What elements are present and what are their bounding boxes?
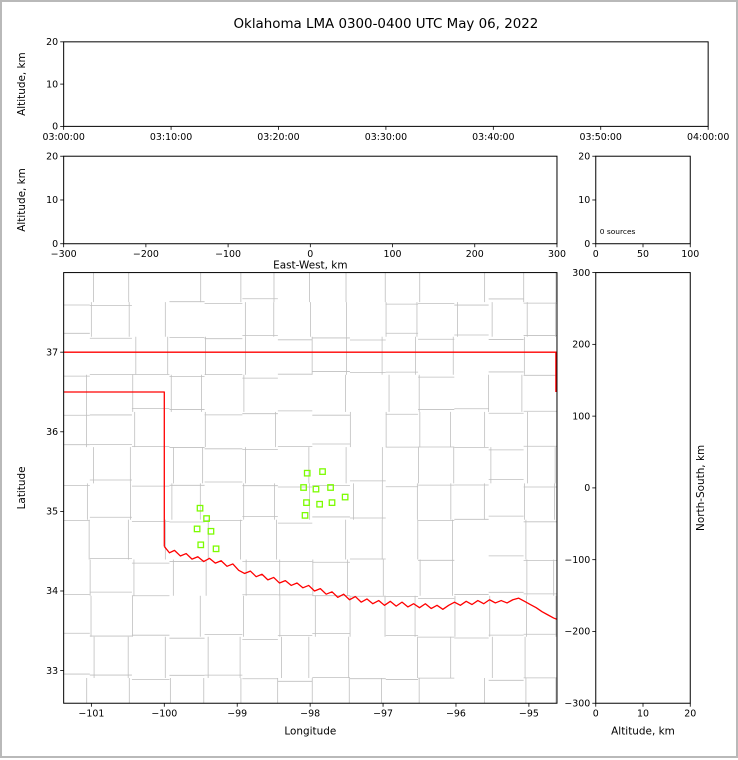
x-tick-label: 20 xyxy=(684,709,696,720)
state-border-line xyxy=(63,391,165,547)
x-tick-label: −99 xyxy=(227,709,247,720)
x-tick-label: 03:20:00 xyxy=(257,132,299,143)
lma-station-marker xyxy=(316,500,323,508)
lma-station-marker xyxy=(212,545,220,553)
x-tick-label: 0 xyxy=(593,249,599,260)
y-tick-label: 35 xyxy=(46,507,58,518)
x-tick-label: 04:00:00 xyxy=(687,132,729,143)
lma-station-marker xyxy=(196,504,204,512)
plot-frame xyxy=(63,272,558,704)
lma-station-marker xyxy=(301,511,309,519)
lma-stations xyxy=(193,468,349,553)
lma-station-marker xyxy=(207,527,215,535)
x-tick-label: 0 xyxy=(307,249,313,260)
x-tick-label: 03:10:00 xyxy=(150,132,192,143)
x-tick-label: −96 xyxy=(446,709,466,720)
plot-frame xyxy=(595,272,691,704)
lma-station-marker xyxy=(303,469,311,477)
y-axis-label: Altitude, km xyxy=(16,168,28,232)
y-tick-label: 200 xyxy=(572,340,590,351)
y-tick-label: 100 xyxy=(572,411,590,422)
lma-station-marker xyxy=(193,525,201,533)
panel-ew_height: −300 −200 −100 0 100 200 300 0 10 20 East-West, km… xyxy=(16,151,566,271)
x-tick-label: −101 xyxy=(78,709,104,720)
lma-station-marker xyxy=(300,484,307,491)
red-river-border xyxy=(163,546,557,620)
y-tick-label: 0 xyxy=(584,483,590,494)
x-tick-label: 03:50:00 xyxy=(580,132,622,143)
y-tick-label: 0 xyxy=(52,122,58,133)
lma-station-marker xyxy=(327,484,334,491)
y-tick-label: 300 xyxy=(572,268,590,279)
x-tick-label: 03:00:00 xyxy=(42,132,84,143)
x-tick-label: 03:30:00 xyxy=(365,132,407,143)
y-axis-label: North-South, km xyxy=(695,445,707,531)
x-tick-label: 10 xyxy=(637,709,649,720)
y-tick-label: 10 xyxy=(46,195,58,206)
panels: 03:00:00 03:10:00 03:20:00 03:30:00 03:40:00… xyxy=(16,37,729,738)
y-tick-label: 20 xyxy=(578,151,590,162)
panel-time_height: 03:00:00 03:10:00 03:20:00 03:30:00 03:40:00… xyxy=(16,37,729,143)
plot-frame xyxy=(63,41,709,127)
source-count-label: 0 sources xyxy=(600,227,636,236)
x-axis-label: Altitude, km xyxy=(611,726,675,738)
lma-station-marker xyxy=(341,493,349,501)
y-tick-label: −200 xyxy=(564,627,590,638)
y-tick-label: 0 xyxy=(52,239,58,250)
x-tick-label: −98 xyxy=(300,709,320,720)
y-tick-label: −300 xyxy=(564,698,590,709)
panel-alt_histogram: 0 50 100 0 10 20 0 sources xyxy=(578,151,699,260)
x-tick-label: −100 xyxy=(151,709,177,720)
x-tick-label: 300 xyxy=(548,249,566,260)
x-tick-label: 50 xyxy=(637,249,649,260)
y-tick-label: 0 xyxy=(584,239,590,250)
x-tick-label: −200 xyxy=(133,249,159,260)
lma-station-marker xyxy=(303,499,310,507)
lma-station-marker xyxy=(203,515,210,522)
map-content xyxy=(63,272,557,704)
chart-title: Oklahoma LMA 0300-0400 UTC May 06, 2022 xyxy=(234,17,539,32)
y-tick-label: 33 xyxy=(46,666,58,677)
y-axis-label: Altitude, km xyxy=(16,52,28,116)
x-tick-label: 100 xyxy=(681,249,699,260)
x-axis-label: East-West, km xyxy=(273,260,347,272)
lma-station-marker xyxy=(319,468,326,475)
lma-station-marker xyxy=(197,541,205,549)
y-tick-label: 37 xyxy=(46,347,58,358)
y-axis-label: Latitude xyxy=(16,466,28,509)
x-tick-label: 200 xyxy=(466,249,484,260)
y-tick-label: 10 xyxy=(46,79,58,90)
x-tick-label: −95 xyxy=(519,709,539,720)
y-tick-label: 10 xyxy=(578,195,590,206)
x-tick-label: 03:40:00 xyxy=(472,132,514,143)
county-boundaries xyxy=(63,272,557,704)
panel-height_ns: 0 10 20 −300 −200 −100 0 100 200 300 Altitude, km N… xyxy=(564,268,707,738)
lma-station-marker xyxy=(312,485,320,493)
x-tick-label: −97 xyxy=(373,709,393,720)
y-tick-label: 20 xyxy=(46,37,58,48)
y-tick-label: −100 xyxy=(564,555,590,566)
y-tick-label: 36 xyxy=(46,427,58,438)
state-border xyxy=(63,351,557,620)
x-tick-label: 0 xyxy=(593,709,599,720)
x-tick-label: −300 xyxy=(51,249,77,260)
x-tick-label: 100 xyxy=(384,249,402,260)
x-axis-label: Longitude xyxy=(284,726,336,738)
plot-frame xyxy=(63,155,558,245)
x-tick-label: −100 xyxy=(215,249,241,260)
panel-plan_view: −101 −100 −99 −98 −97 −96 −95 33 34 35 36 37 Longitu… xyxy=(16,272,558,738)
y-tick-label: 34 xyxy=(46,586,58,597)
y-tick-label: 20 xyxy=(46,151,58,162)
lma-station-marker xyxy=(328,499,336,507)
